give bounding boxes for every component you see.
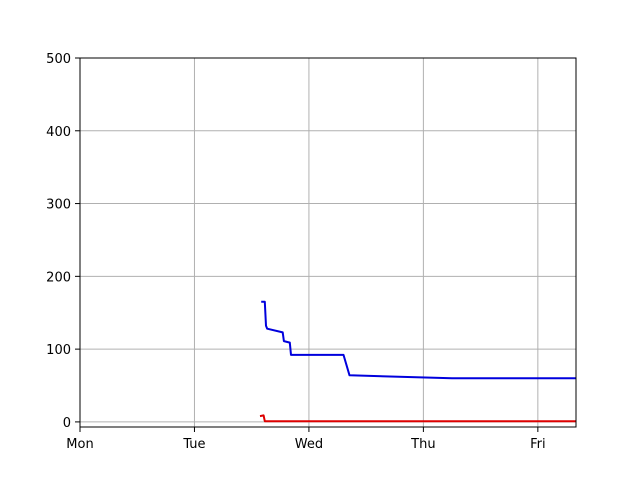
x-tick-label: Mon <box>66 437 93 452</box>
grid-lines <box>79 57 576 427</box>
x-tick-label: Wed <box>295 437 323 452</box>
x-tick-label: Fri <box>530 437 546 452</box>
y-tick-label: 400 <box>46 125 71 140</box>
series-lines <box>259 300 576 423</box>
y-tick-label: 0 <box>63 416 71 431</box>
y-tick-label: 100 <box>46 343 71 358</box>
y-tick-label: 200 <box>46 270 71 285</box>
plot-frame <box>79 57 577 428</box>
x-axis: Mon Tue Wed Thu Fri <box>66 427 546 452</box>
y-tick-label: 500 <box>46 52 71 67</box>
y-axis: 0 100 200 300 400 500 <box>46 52 80 431</box>
series-line-2 <box>259 414 576 423</box>
x-tick-label: Tue <box>182 437 205 452</box>
y-tick-label: 300 <box>46 198 71 213</box>
series-line-1 <box>261 300 576 380</box>
x-tick-label: Thu <box>410 437 435 452</box>
